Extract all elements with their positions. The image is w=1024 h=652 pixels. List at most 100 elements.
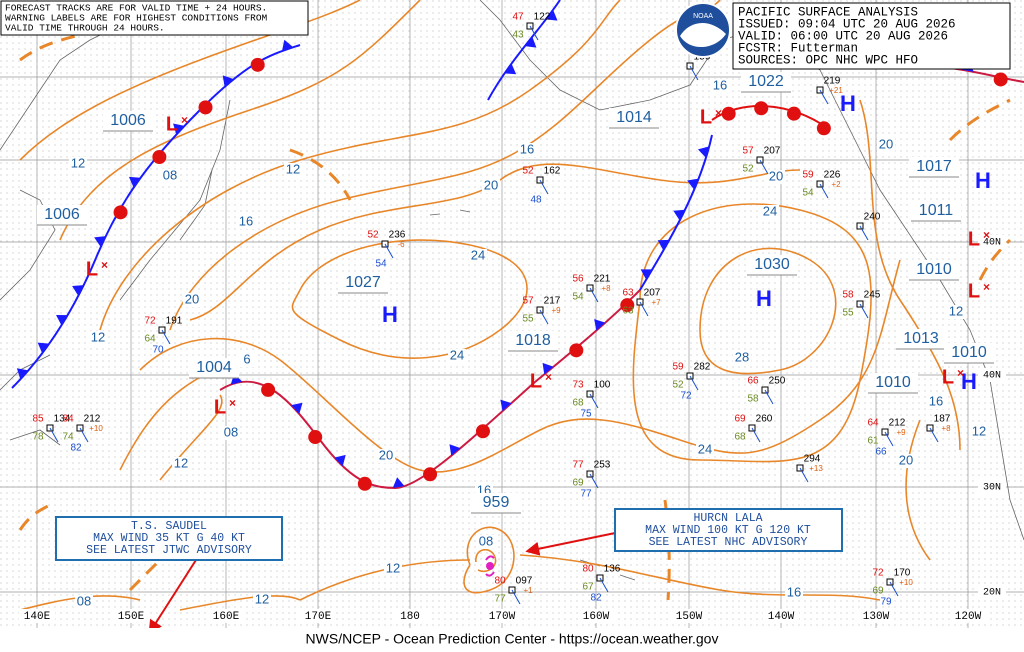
- pressure-center-value: 1011: [919, 202, 954, 219]
- label-bg: [761, 205, 779, 219]
- label-bg: [785, 586, 803, 600]
- label-bg: [253, 593, 271, 607]
- pressure-center-value: 1006: [110, 112, 146, 129]
- footer: NWS/NCEP - Ocean Prediction Center - htt…: [306, 631, 719, 647]
- cold-front-barb: [449, 444, 461, 456]
- pressure-center-value: 1010: [951, 344, 987, 361]
- isobar-label: 12: [972, 423, 986, 438]
- wind-barb: [929, 427, 939, 443]
- label-bg: [161, 169, 179, 183]
- notice-line: FORECAST TRACKS ARE FOR VALID TIME + 24 …: [5, 3, 267, 14]
- station-g: 55: [522, 314, 534, 325]
- station-t: 59: [802, 170, 814, 181]
- low-x: ×: [957, 366, 964, 380]
- label-bg: [508, 331, 558, 351]
- label-bg: [19, 609, 55, 623]
- label-bg: [222, 426, 240, 440]
- cold-front-barb: [542, 362, 554, 375]
- cold-front-barb: [56, 315, 68, 326]
- warm-front-bump: [475, 424, 490, 439]
- station-g: 69: [872, 586, 884, 597]
- station-p: 245: [864, 290, 881, 301]
- label-bg: [909, 260, 959, 280]
- isobar-label: 12: [71, 155, 85, 170]
- footer-band: [0, 628, 1024, 652]
- station-p: 219: [824, 76, 841, 87]
- station-p: 187: [934, 414, 951, 425]
- info-line: VALID: 06:00 UTC 20 AUG 2026: [738, 29, 948, 43]
- warm-front-bump: [250, 57, 265, 72]
- station-g: 74: [62, 432, 74, 443]
- pressure-center-value: 1006: [44, 206, 80, 223]
- station-b: 72: [680, 391, 692, 402]
- label-bg: [338, 273, 388, 293]
- info-line: ISSUED: 09:04 UTC 20 AUG 2026: [738, 17, 956, 31]
- isobar-label: 24: [763, 203, 777, 218]
- info-line: FCSTR: Futterman: [738, 41, 858, 55]
- label-bg: [609, 108, 659, 128]
- station-g: 77: [494, 594, 506, 605]
- station-t: 52: [522, 166, 534, 177]
- isobar-label: 20: [379, 447, 393, 462]
- isobar-label: 24: [450, 347, 464, 362]
- longitude-label: 140E: [24, 611, 51, 623]
- graticule: [0, 0, 1024, 628]
- pressure-center-value: 1010: [875, 374, 911, 391]
- label-bg: [978, 585, 1006, 599]
- cold-front-barb: [657, 239, 670, 251]
- label-bg: [237, 215, 255, 229]
- logo-text: NOAA: [693, 13, 713, 20]
- wind-barb: [511, 589, 521, 605]
- label-bg: [897, 454, 915, 468]
- label-bg: [711, 79, 729, 93]
- low-symbol: L: [942, 366, 954, 388]
- label-bg: [482, 179, 500, 193]
- label-bg: [911, 201, 961, 221]
- cold-front-barb: [94, 236, 106, 247]
- station-p: 136: [604, 564, 621, 575]
- station-p: 236: [389, 230, 406, 241]
- station-t: 72: [144, 316, 156, 327]
- wind-barb: [161, 329, 171, 345]
- wind-barb: [689, 375, 699, 391]
- hurricane-symbol: [485, 555, 495, 577]
- wind-barb: [751, 427, 761, 443]
- label-bg: [238, 353, 256, 367]
- pressure-center-value: 1014: [616, 109, 652, 126]
- station-g: 52: [672, 380, 684, 391]
- label-bg: [978, 480, 1006, 494]
- high-symbol: H: [975, 168, 991, 193]
- high-symbol: H: [382, 302, 398, 327]
- station-b: 75: [580, 409, 592, 420]
- cold-front-barb: [72, 285, 84, 296]
- station-p: 250: [769, 376, 786, 387]
- pressure-center-value: 1022: [748, 73, 784, 90]
- station-t: 59: [672, 362, 684, 373]
- longitude-label: 170E: [305, 611, 332, 623]
- low-symbol: L: [86, 258, 98, 280]
- isobar-label: 28: [735, 349, 749, 364]
- label-bg: [696, 443, 714, 457]
- station-p: 207: [764, 146, 781, 157]
- isobar-label: 20: [484, 177, 498, 192]
- warm-front-bump: [816, 121, 831, 136]
- wind-barb: [639, 301, 649, 317]
- station-d: +13: [809, 464, 823, 473]
- cold-front-barb: [291, 402, 303, 414]
- wind-barb: [889, 581, 899, 597]
- label-bg: [978, 235, 1006, 249]
- station-p: 122: [534, 12, 551, 23]
- cold-front-barb: [173, 123, 185, 135]
- label-bg: [384, 562, 402, 576]
- advisory-line: SEE LATEST NHC ADVISORY: [649, 536, 808, 549]
- longitude-label: 160E: [213, 611, 240, 623]
- label-bg: [37, 205, 87, 225]
- cold-front-barb: [640, 269, 653, 280]
- label-bg: [113, 609, 149, 623]
- isobar-label: 08: [77, 593, 91, 608]
- low-symbol: L: [166, 113, 178, 135]
- label-bg: [970, 425, 988, 439]
- low-x: ×: [545, 370, 552, 384]
- station-p: 097: [516, 576, 533, 587]
- station-g: 78: [32, 432, 44, 443]
